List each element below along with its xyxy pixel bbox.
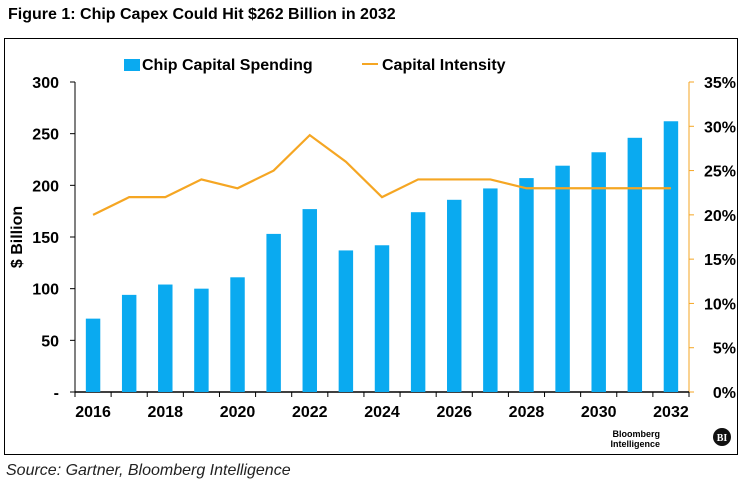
bar	[374, 245, 390, 392]
bar	[483, 188, 498, 392]
bar	[591, 152, 606, 392]
logo-line1: Bloomberg	[612, 429, 660, 439]
legend-bar-label: Chip Capital Spending	[142, 57, 313, 74]
bar	[447, 199, 462, 392]
chart-svg: - 50 100 150 200 250 300 0% 5% 10% 15% 20% 25% 30% 35…	[9, 57, 736, 449]
left-tick-label: 200	[32, 178, 59, 195]
y-axis-label: $ Billion	[9, 206, 26, 268]
right-tick-label: 25%	[704, 164, 736, 181]
line-series	[92, 133, 671, 216]
x-tick-label: 2020	[220, 404, 256, 421]
left-tick-label: 50	[41, 333, 59, 350]
x-tick-label: 2030	[581, 404, 617, 421]
x-tick-label: 2028	[509, 404, 545, 421]
bar	[627, 137, 643, 392]
right-tick-label: 5%	[713, 341, 736, 358]
bar	[194, 288, 209, 392]
figure-title: Figure 1: Chip Capex Could Hit $262 Bill…	[8, 6, 396, 23]
left-tick-label: 300	[32, 75, 59, 92]
left-tick-label: 150	[32, 230, 59, 247]
source-note: Source: Gartner, Bloomberg Intelligence	[6, 462, 291, 479]
x-tick-label: 2016	[75, 404, 111, 421]
bar	[338, 250, 354, 392]
bar-series	[85, 121, 679, 393]
bar	[230, 277, 245, 392]
bar	[85, 318, 101, 392]
right-tick-label: 30%	[704, 119, 736, 136]
logo-badge-text: BI	[717, 433, 728, 444]
bar	[158, 284, 173, 392]
x-axis-ticks: 2016 2018 2020 2022 2024 2026 2028 2030 2032	[74, 392, 690, 421]
x-tick-label: 2026	[436, 404, 472, 421]
bloomberg-intelligence-logo: Bloomberg Intelligence BI	[610, 428, 731, 449]
bar	[519, 178, 534, 392]
x-tick-label: 2018	[147, 404, 183, 421]
legend-line-label: Capital Intensity	[382, 57, 506, 74]
legend: Chip Capital Spending Capital Intensity	[124, 57, 506, 74]
legend-bar-swatch	[124, 59, 140, 71]
right-tick-label: 15%	[704, 252, 736, 269]
logo-line2: Intelligence	[610, 439, 660, 449]
capital-intensity-line	[92, 133, 671, 216]
x-tick-label: 2032	[653, 404, 689, 421]
bar	[266, 233, 281, 392]
right-tick-label: 0%	[713, 385, 736, 402]
right-tick-label: 35%	[704, 75, 736, 92]
chart-frame	[4, 38, 738, 455]
right-tick-label: 20%	[704, 208, 736, 225]
bar	[121, 294, 137, 392]
bar	[410, 212, 426, 392]
bar	[555, 165, 570, 392]
left-tick-label: -	[54, 385, 59, 402]
x-tick-label: 2024	[364, 404, 400, 421]
bar	[663, 121, 679, 393]
bar	[302, 209, 317, 392]
left-axis-ticks: - 50 100 150 200 250 300	[32, 75, 75, 402]
right-tick-label: 10%	[704, 296, 736, 313]
right-axis-ticks: 0% 5% 10% 15% 20% 25% 30% 35%	[689, 75, 736, 402]
bi-badge-icon	[713, 428, 731, 446]
left-tick-label: 100	[32, 282, 59, 299]
left-tick-label: 250	[32, 127, 59, 144]
x-tick-label: 2022	[292, 404, 328, 421]
